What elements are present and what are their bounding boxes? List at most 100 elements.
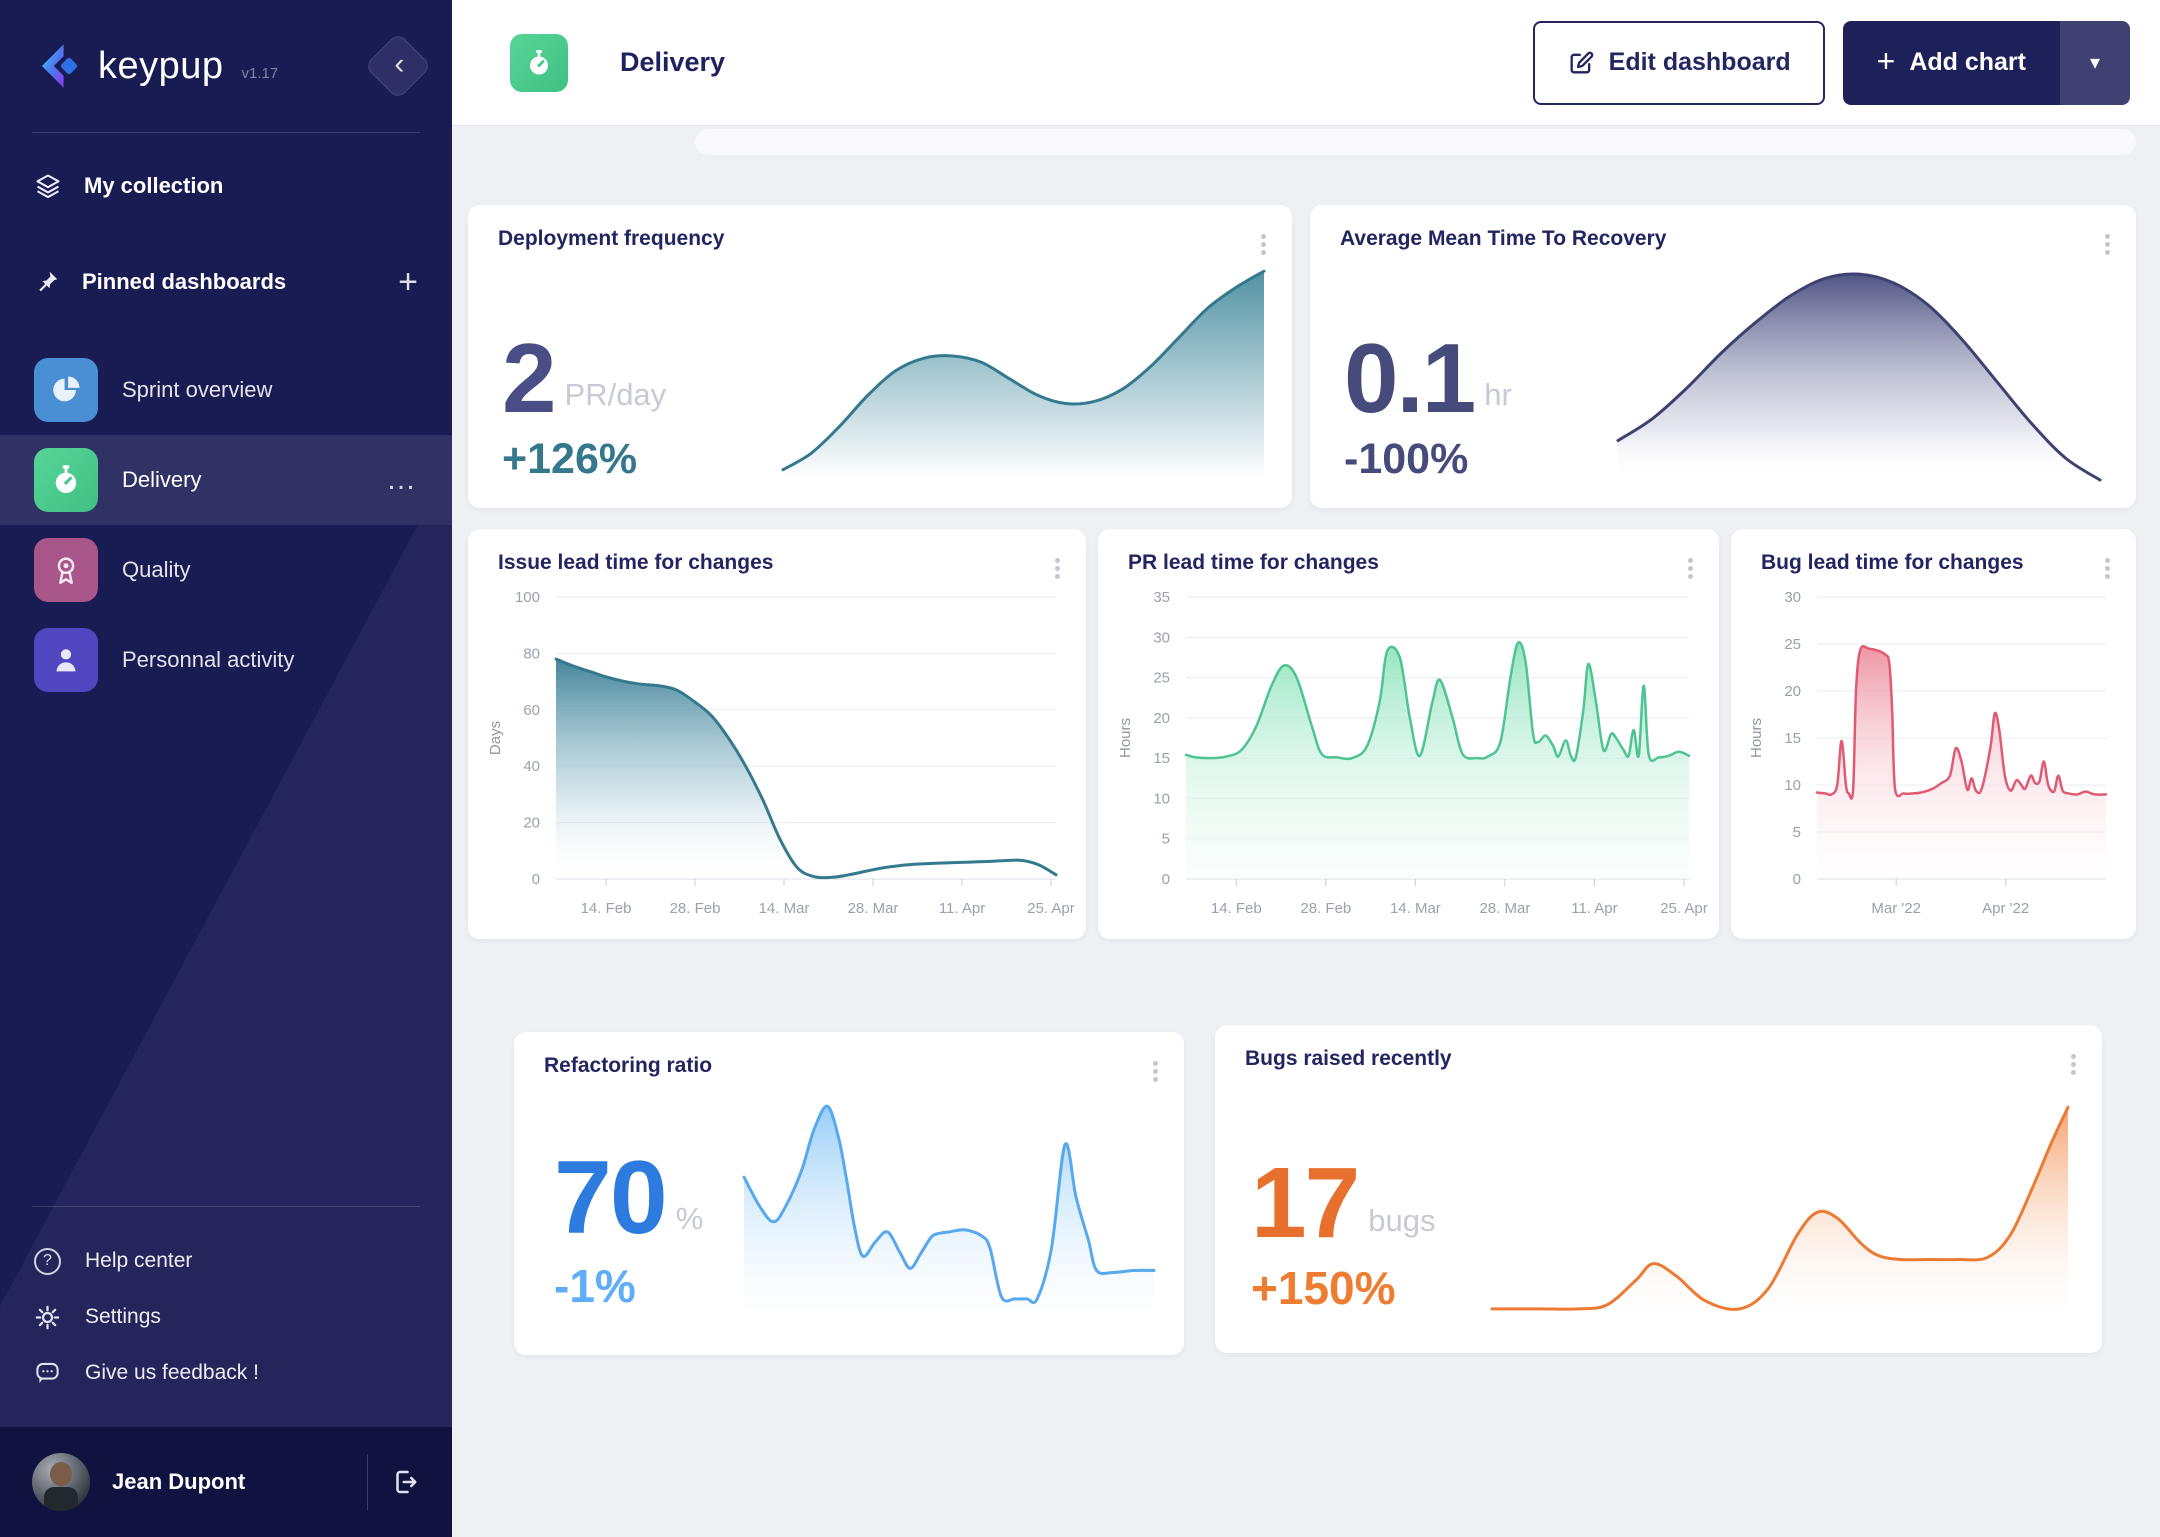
svg-text:14. Feb: 14. Feb [1211,900,1262,917]
svg-text:28. Mar: 28. Mar [848,900,899,917]
svg-text:5: 5 [1162,831,1170,848]
card-issue-lead-time: Issue lead time for changes 0 20 40 60 80 100… [468,529,1086,939]
stopwatch-icon [34,448,98,512]
card-title: PR lead time for changes [1128,551,1379,574]
svg-text:14. Feb: 14. Feb [581,900,632,917]
card-menu-icon[interactable] [1257,227,1270,262]
edit-icon [1567,49,1595,77]
svg-text:Hours: Hours [1117,718,1134,758]
sidebar-item-sprint-overview[interactable]: Sprint overview [0,345,452,435]
settings-link[interactable]: Settings [0,1289,452,1345]
kpi-delta: -1% [554,1260,636,1312]
amttr-chart [1616,257,2102,482]
caret-down-icon: ▾ [2089,52,2101,74]
bug-lead-time-chart: 0 5 10 15 20 25 30 Hours Mar '22 Apr '22 [1741,585,2122,929]
main-area: Delivery Edit dashboard + Add chart [452,0,2160,1537]
medal-icon [34,538,98,602]
refactoring-ratio-chart [742,1092,1156,1311]
add-chart-dropdown-button[interactable]: ▾ [2060,20,2130,105]
help-icon: ? [34,1247,61,1275]
svg-text:20: 20 [1784,683,1801,700]
kpi-unit: hr [1484,377,1512,412]
kpi-block: 2 PR/day +126% [502,329,667,484]
svg-text:Mar '22: Mar '22 [1871,900,1921,917]
edit-dashboard-label: Edit dashboard [1608,48,1791,76]
help-center-link[interactable]: ? Help center [0,1233,452,1289]
user-bar-divider [367,1454,368,1510]
svg-text:15: 15 [1153,750,1170,767]
card-average-mean-time-to-recovery: Average Mean Time To Recovery 0.1 hr -10… [1310,205,2136,508]
svg-text:80: 80 [523,645,540,662]
sidebar-item-delivery[interactable]: Delivery … [0,435,452,525]
sidebar-divider [32,132,420,133]
svg-text:28. Mar: 28. Mar [1479,900,1530,917]
svg-text:0: 0 [1793,871,1801,888]
layers-icon [34,172,62,200]
kpi-delta: -100% [1344,435,1469,483]
svg-text:40: 40 [523,758,540,775]
keypup-logo-icon [30,40,82,92]
card-title: Average Mean Time To Recovery [1340,227,1667,250]
card-bug-lead-time: Bug lead time for changes 0 5 10 15 20 25 30 Ho… [1731,529,2136,939]
deployment-frequency-chart [781,263,1266,480]
card-menu-icon[interactable] [2101,227,2114,262]
svg-text:35: 35 [1153,589,1170,606]
svg-text:11. Apr: 11. Apr [939,900,985,917]
delivery-stopwatch-icon [510,33,568,92]
sidebar-item-label: Quality [122,557,191,582]
card-pr-lead-time: PR lead time for changes 0 5 10 15 20 25 30 35 H… [1098,529,1719,939]
app-version: v1.17 [241,64,279,82]
kpi-block: 17 bugs +150% [1251,1153,1436,1315]
svg-text:0: 0 [532,871,540,888]
edit-dashboard-button[interactable]: Edit dashboard [1532,20,1825,105]
kpi-value: 0.1 [1344,322,1476,433]
svg-text:Days: Days [487,721,504,755]
sidebar-divider [32,1206,420,1207]
add-chart-button[interactable]: + Add chart [1842,20,2060,105]
add-dashboard-button[interactable]: + [398,263,418,301]
svg-text:20: 20 [523,815,540,832]
sidebar-item-label: Personnal activity [122,647,295,672]
card-title: Refactoring ratio [544,1054,713,1077]
logo-row: keypup v1.17 ‹ [0,0,452,132]
card-bugs-raised-recently: Bugs raised recently 17 bugs +150% [1215,1025,2102,1353]
svg-text:25: 25 [1153,670,1170,687]
page-title: Delivery [620,47,726,77]
issue-lead-time-chart: 0 20 40 60 80 100 Days 14. Feb 28. Feb 14. Mar 28.… [480,585,1075,929]
card-deployment-frequency: Deployment frequency 2 PR/day +126% [468,205,1292,508]
sidebar-item-my-collection[interactable]: My collection [0,163,452,209]
sidebar-item-personnal-activity[interactable]: Personnal activity [0,615,452,705]
plus-icon: + [1876,42,1896,79]
card-title: Bug lead time for changes [1761,551,2024,574]
avatar[interactable] [32,1453,90,1511]
card-menu-icon[interactable] [1051,551,1064,586]
logout-button[interactable] [390,1467,420,1497]
card-menu-icon[interactable] [2067,1047,2080,1082]
chat-bubble-icon [34,1360,61,1387]
feedback-link[interactable]: Give us feedback ! [0,1345,452,1401]
svg-text:Apr '22: Apr '22 [1982,900,2029,917]
svg-text:10: 10 [1784,777,1801,794]
sidebar-collapse-button[interactable]: ‹ [364,32,432,100]
kpi-unit: bugs [1368,1203,1436,1238]
feedback-label: Give us feedback ! [85,1361,259,1384]
kpi-block: 70 % -1% [554,1147,703,1313]
card-menu-icon[interactable] [1684,551,1697,586]
svg-text:25. Apr: 25. Apr [1027,900,1075,917]
card-title: Bugs raised recently [1245,1047,1452,1070]
kpi-delta: +150% [1251,1262,1396,1314]
card-menu-icon[interactable] [2101,551,2114,586]
dashboard-nav: Sprint overview Delivery … [0,345,452,705]
svg-text:25: 25 [1784,636,1801,653]
app-name: keypup [98,44,224,87]
sidebar: keypup v1.17 ‹ My collection Pinned dash… [0,0,452,1537]
person-icon [34,628,98,692]
sidebar-item-quality[interactable]: Quality [0,525,452,615]
svg-text:20: 20 [1153,710,1170,727]
add-chart-button-group: + Add chart ▾ [1842,20,2130,105]
pie-chart-icon [34,358,98,422]
svg-text:30: 30 [1153,629,1170,646]
card-menu-icon[interactable] [1149,1054,1162,1089]
kpi-unit: PR/day [564,377,667,412]
card-title: Issue lead time for changes [498,551,774,574]
